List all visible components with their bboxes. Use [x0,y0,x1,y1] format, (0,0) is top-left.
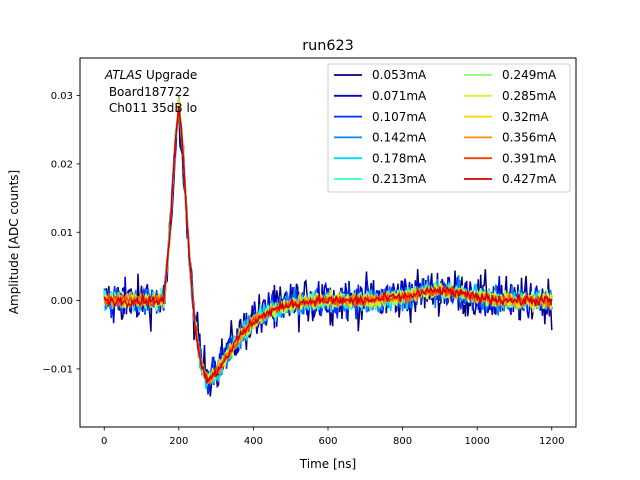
legend-label: 0.213mA [372,172,427,186]
y-tick-label: −0.01 [42,364,73,375]
x-tick-label: 200 [169,436,188,447]
annotation-line-1: ATLAS Upgrade [104,68,197,82]
legend-label: 0.32mA [502,110,549,124]
y-axis-ticks: −0.01 0.00 0.01 0.02 0.03 [42,91,80,375]
x-axis-ticks: 0 200 400 600 800 1000 1200 [101,427,564,447]
legend-box [327,63,571,193]
annotation-line-2: Board187722 [105,85,190,99]
x-tick-label: 800 [393,436,412,447]
y-tick-label: 0.03 [51,91,73,102]
x-tick-label: 400 [244,436,263,447]
x-tick-label: 600 [318,436,337,447]
x-tick-label: 1000 [464,436,489,447]
y-tick-label: 0.02 [51,159,73,170]
chart-title: run623 [302,38,354,54]
legend-label: 0.053mA [372,68,427,82]
legend-label: 0.107mA [372,110,427,124]
x-tick-label: 1200 [539,436,564,447]
legend-label: 0.391mA [502,151,557,165]
legend-label: 0.285mA [502,89,557,103]
y-tick-label: 0.01 [51,228,73,239]
legend-label: 0.071mA [372,89,427,103]
y-axis-label: Amplitude [ADC counts] [7,170,21,314]
annotation-line-3: Ch011 35dB lo [105,101,197,115]
y-tick-label: 0.00 [51,296,73,307]
series-line-12 [103,106,553,384]
series-layer [103,95,553,397]
legend-label: 0.178mA [372,151,427,165]
x-tick-label: 0 [101,436,107,447]
legend-label: 0.249mA [502,68,557,82]
legend-entries: 0.053mA 0.071mA 0.107mA 0.142mA 0.178mA 0.213… [334,68,557,186]
legend: 0.053mA 0.071mA 0.107mA 0.142mA 0.178mA 0.213… [327,63,571,193]
series-line-9 [103,96,553,383]
legend-label: 0.142mA [372,131,427,145]
legend-label: 0.427mA [502,172,557,186]
x-axis-label: Time [ns] [299,457,356,471]
legend-label: 0.356mA [502,131,557,145]
annotation: ATLAS Upgrade Board187722 Ch011 35dB lo [104,68,197,115]
